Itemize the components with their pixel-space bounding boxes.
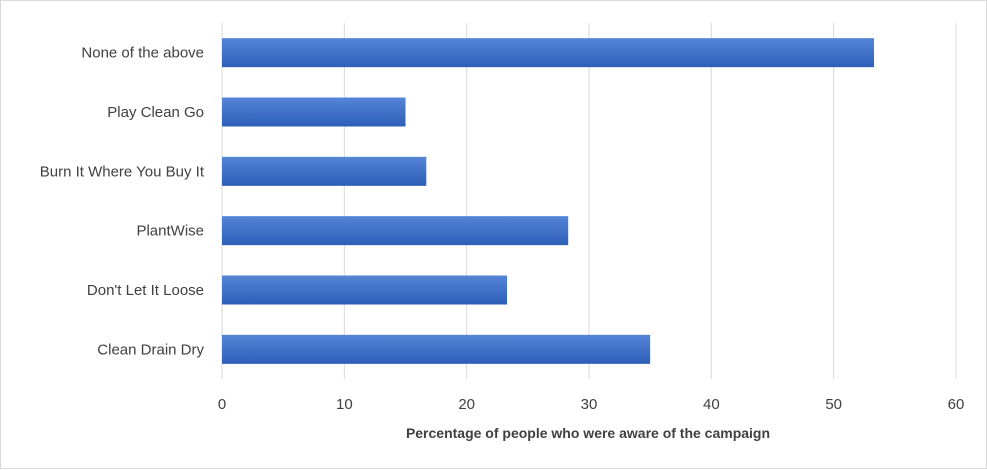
- x-tick-labels: 0 10 20 30 40 50 60: [218, 396, 965, 413]
- x-axis-title: Percentage of people who were aware of t…: [406, 425, 770, 441]
- bar: [222, 97, 406, 127]
- x-tick-label: 60: [948, 396, 965, 413]
- gridlines: [221, 23, 957, 379]
- category-label: PlantWise: [136, 223, 204, 240]
- category-label: Clean Drain Dry: [97, 341, 204, 358]
- x-tick-label: 20: [458, 396, 475, 413]
- category-label: Burn It Where You Buy It: [40, 163, 205, 180]
- x-tick-label: 40: [703, 396, 720, 413]
- category-label: Don't Let It Loose: [87, 282, 204, 299]
- x-tick-label: 50: [825, 396, 842, 413]
- bar: [222, 334, 651, 364]
- category-label: None of the above: [81, 45, 204, 62]
- x-tick-label: 0: [218, 396, 226, 413]
- bar: [222, 156, 427, 186]
- category-labels: None of the above Play Clean Go Burn It Wh…: [40, 45, 205, 359]
- bars: [222, 38, 875, 364]
- bar: [222, 216, 569, 246]
- bar: [222, 275, 508, 305]
- x-tick-label: 10: [336, 396, 353, 413]
- category-label: Play Clean Go: [107, 104, 204, 121]
- bar: [222, 38, 875, 68]
- x-tick-label: 30: [581, 396, 598, 413]
